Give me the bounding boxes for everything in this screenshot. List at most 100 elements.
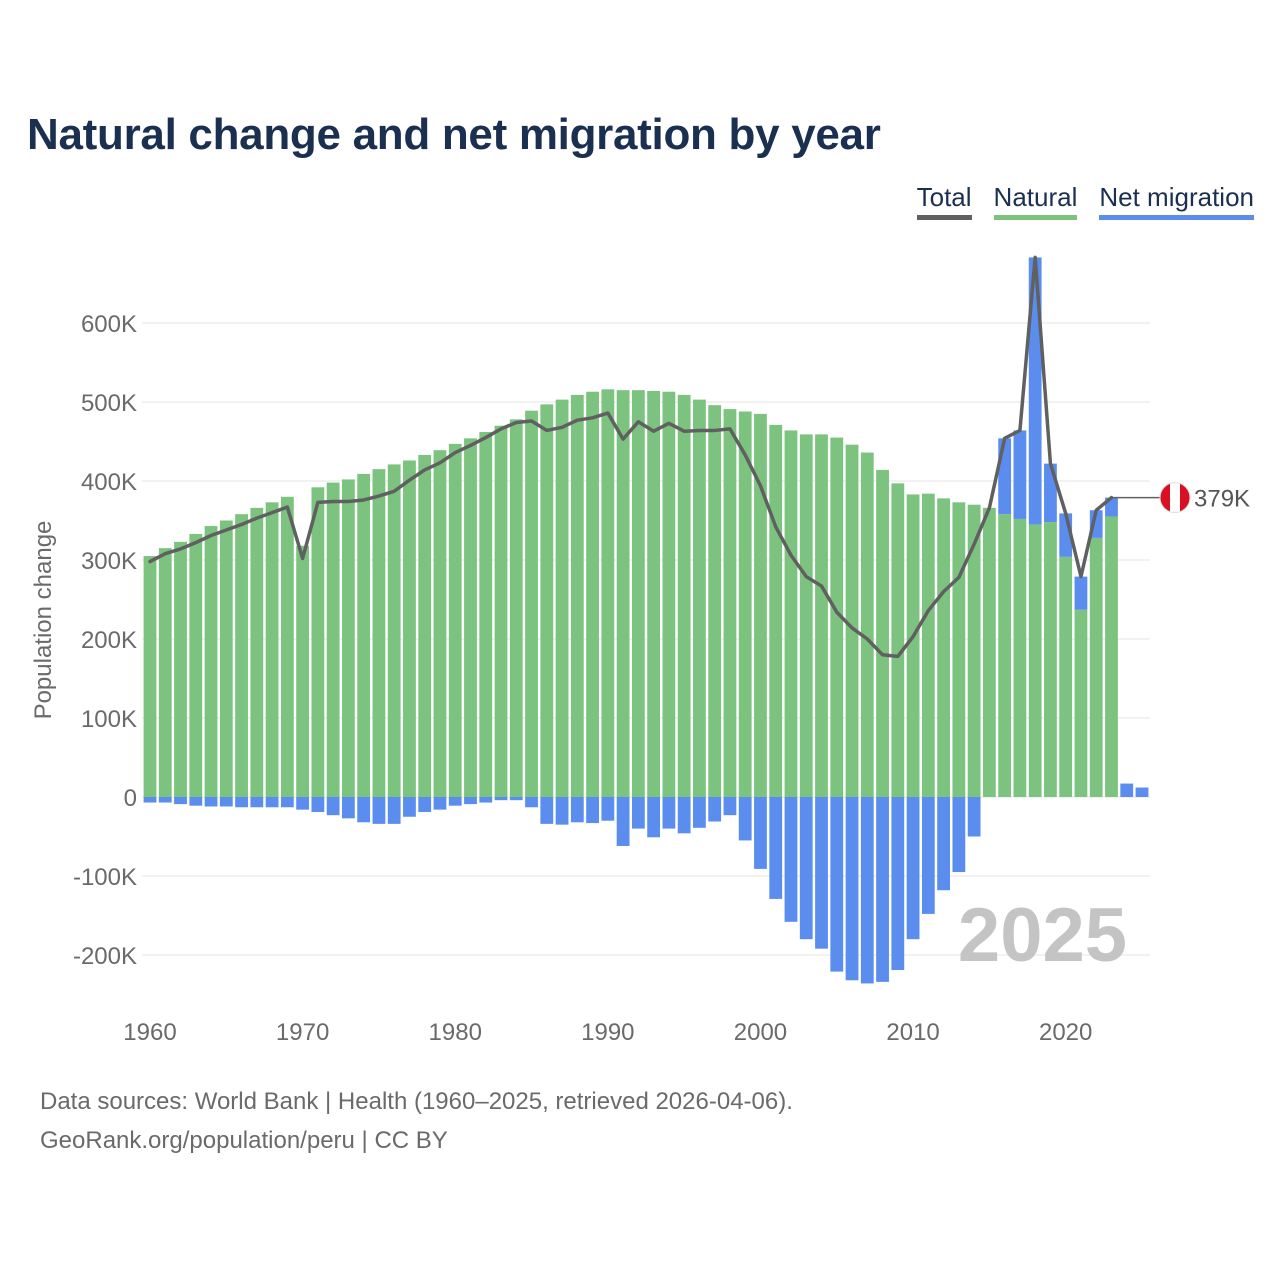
bar-natural: [1074, 609, 1088, 797]
bar-natural: [296, 545, 310, 797]
legend: Total Natural Net migration: [916, 182, 1254, 220]
bar-net-migration: [372, 797, 386, 824]
flag-border: [1159, 482, 1191, 514]
bar-net-migration: [204, 797, 218, 807]
bar-natural: [815, 434, 828, 797]
bar-natural: [235, 514, 248, 797]
bar-natural: [342, 479, 355, 797]
flag-stripe-right: [1180, 482, 1190, 513]
y-tick-label: -200K: [73, 943, 137, 970]
bar-net-migration: [1135, 787, 1149, 797]
bar-natural: [250, 507, 264, 797]
bar-net-migration: [708, 797, 722, 822]
bar-natural: [1059, 556, 1073, 797]
bar-net-migration: [631, 797, 645, 829]
bar-net-migration: [769, 797, 783, 899]
bar-natural: [891, 483, 905, 797]
bar-net-migration: [693, 797, 706, 828]
legend-net-migration[interactable]: Net migration: [1099, 182, 1254, 220]
bar-natural: [723, 409, 737, 797]
bar-net-migration: [601, 797, 615, 821]
bar-net-migration: [448, 797, 462, 806]
bar-natural: [799, 434, 813, 797]
bar-net-migration: [433, 797, 447, 810]
bar-net-migration: [342, 797, 355, 819]
bar-net-migration: [570, 797, 584, 823]
y-tick-label: 100K: [81, 706, 137, 733]
bar-natural: [1105, 516, 1118, 797]
bar-net-migration: [952, 797, 966, 873]
footer-sources: Data sources: World Bank | Health (1960–…: [40, 1088, 793, 1115]
bar-natural: [509, 419, 523, 797]
bar-natural: [372, 469, 386, 797]
chart-title: Natural change and net migration by year: [27, 110, 881, 159]
bar-net-migration: [387, 797, 401, 824]
bar-net-migration: [723, 797, 737, 816]
bar-natural: [387, 464, 401, 797]
end-value-label: 379K: [1194, 486, 1250, 513]
bar-net-migration: [967, 797, 981, 837]
bar-natural: [769, 424, 783, 797]
bar-net-migration: [845, 797, 859, 981]
bar-net-migration: [357, 797, 371, 823]
bar-net-migration: [403, 797, 416, 817]
bar-net-migration: [494, 797, 508, 801]
bar-net-migration: [586, 797, 599, 824]
legend-total[interactable]: Total: [916, 182, 972, 220]
bar-natural: [845, 444, 859, 797]
bar-natural: [326, 482, 340, 797]
bar-natural: [921, 493, 935, 797]
bar-natural: [540, 404, 554, 797]
bar-net-migration: [479, 797, 493, 803]
bar-natural: [952, 502, 966, 797]
bar-net-migration: [525, 797, 538, 808]
bar-natural: [830, 437, 844, 797]
bar-net-migration: [891, 797, 905, 971]
bar-net-migration: [1013, 430, 1027, 519]
bar-natural: [1013, 518, 1027, 797]
y-tick-label: 400K: [81, 469, 137, 496]
bar-natural: [616, 390, 630, 797]
peru-flag-icon: [1159, 482, 1191, 514]
bar-natural: [570, 394, 584, 797]
footer-attribution: GeoRank.org/population/peru | CC BY: [40, 1127, 448, 1154]
bar-net-migration: [464, 797, 477, 805]
y-tick-label: 300K: [81, 548, 137, 575]
bar-net-migration: [799, 797, 813, 940]
x-tick-label: 1990: [581, 1019, 634, 1046]
bar-net-migration: [509, 797, 523, 801]
bar-natural: [418, 454, 432, 797]
bar-natural: [143, 556, 157, 797]
bar-net-migration: [311, 797, 325, 813]
bar-net-migration: [280, 797, 294, 808]
bar-natural: [479, 432, 493, 797]
legend-natural[interactable]: Natural: [993, 182, 1078, 220]
bar-net-migration: [647, 797, 661, 838]
bar-natural: [876, 469, 889, 797]
bar-net-migration: [937, 797, 950, 891]
bar-natural: [494, 425, 508, 797]
bar-natural: [693, 399, 706, 797]
bar-net-migration: [677, 797, 691, 834]
bar-natural: [189, 533, 203, 797]
bar-net-migration: [616, 797, 630, 846]
bar-net-migration: [815, 797, 828, 949]
x-tick-label: 1970: [276, 1019, 329, 1046]
bar-natural: [555, 399, 569, 797]
x-tick-label: 2000: [734, 1019, 787, 1046]
bar-natural: [1089, 537, 1103, 797]
year-watermark: 2025: [958, 893, 1127, 978]
bar-net-migration: [540, 797, 554, 824]
y-tick-label: 200K: [81, 627, 137, 654]
bar-net-migration: [265, 797, 279, 808]
bar-natural: [647, 390, 661, 797]
bar-natural: [754, 413, 767, 797]
bar-natural: [158, 548, 172, 797]
x-tick-label: 2010: [886, 1019, 939, 1046]
bar-net-migration: [555, 797, 569, 825]
bar-natural: [784, 430, 798, 797]
bar-net-migration: [174, 797, 187, 805]
y-tick-label: 0: [124, 785, 137, 812]
bar-natural: [525, 410, 538, 797]
